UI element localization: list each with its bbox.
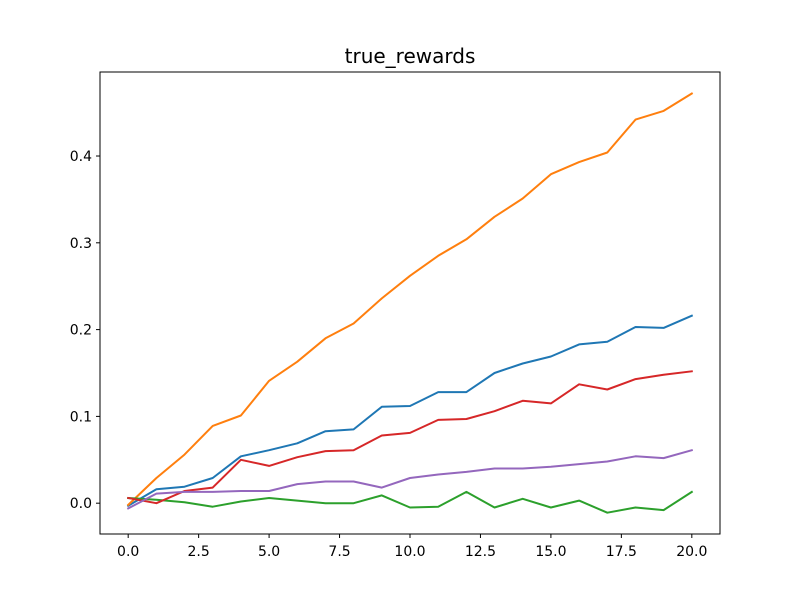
series-line-2 (126, 92, 694, 507)
y-tick-label: 0.4 (70, 149, 92, 165)
plot-frame (99, 71, 721, 535)
chart-title: true_rewards (345, 44, 476, 68)
y-axis-ticks: 0.0 0.1 0.2 0.3 0.4 (70, 149, 100, 512)
x-tick-label: 0.0 (117, 544, 139, 560)
y-tick-label: 0.0 (70, 496, 92, 512)
x-tick-label: 10.0 (394, 544, 425, 560)
x-tick-label: 5.0 (258, 544, 280, 560)
x-tick-label: 20.0 (676, 544, 707, 560)
x-axis-ticks: 0.0 2.5 5.0 7.5 10.0 12.5 15.0 17.5 20.0 (117, 534, 707, 560)
x-tick-label: 15.0 (535, 544, 566, 560)
x-tick-label: 7.5 (328, 544, 350, 560)
series-line-4 (127, 370, 693, 505)
series-line-5 (126, 448, 694, 510)
series-line-3 (127, 490, 694, 514)
x-tick-label: 12.5 (465, 544, 496, 560)
x-tick-label: 2.5 (188, 544, 210, 560)
y-tick-label: 0.3 (70, 236, 92, 252)
series-line-1 (126, 314, 694, 508)
y-tick-label: 0.2 (70, 323, 92, 339)
x-tick-label: 17.5 (606, 544, 637, 560)
series-layer (126, 92, 694, 514)
y-tick-label: 0.1 (70, 409, 92, 425)
